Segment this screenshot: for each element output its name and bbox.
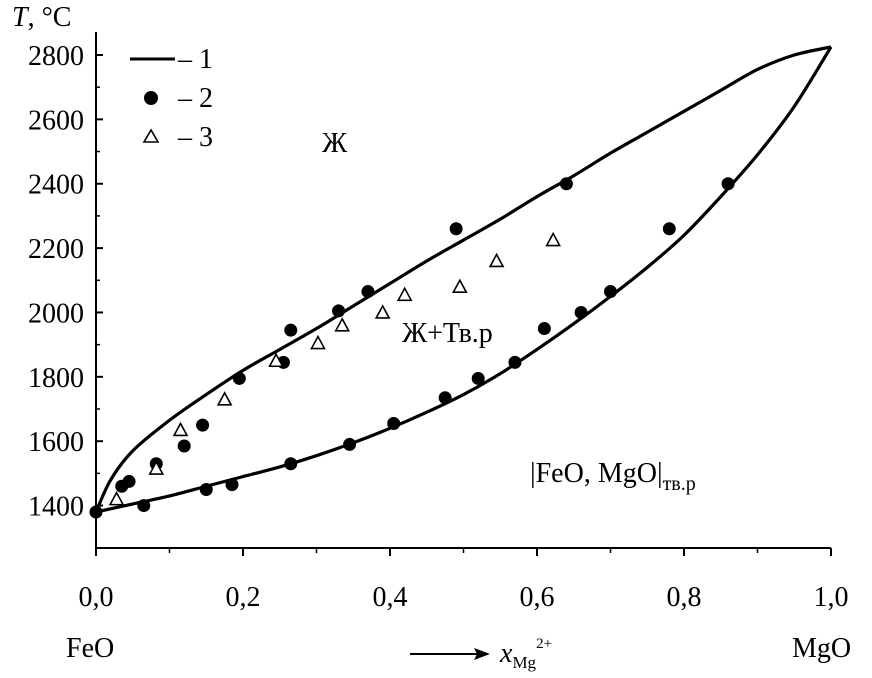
legend-label-3: – 3 <box>177 122 213 153</box>
y-axis-title: T, °C <box>12 2 71 33</box>
data-point-circle <box>387 416 401 430</box>
data-point-circle <box>574 305 588 319</box>
svg-text:xMg2+: xMg2+ <box>499 636 552 672</box>
x-ticks: 0,0 0,2 0,4 0,6 0,8 1,0 <box>79 548 849 613</box>
data-point-circle <box>177 439 191 453</box>
legend-circle-marker <box>144 91 158 105</box>
data-point-circle <box>343 437 357 451</box>
data-point-triangle <box>268 352 284 368</box>
data-point-circle <box>471 371 485 385</box>
data-point-circle <box>559 177 573 191</box>
legend: – 1 – 2 – 3 <box>130 44 213 153</box>
solid-solution-region-label: |FeO, MgO|тв.р <box>530 458 696 495</box>
data-point-circle <box>137 499 151 513</box>
arrow-head-icon <box>474 648 490 660</box>
x-tick-label: 0,6 <box>520 582 555 613</box>
data-point-triangle <box>488 252 505 268</box>
phase-curves <box>94 45 833 514</box>
data-point-circle <box>721 177 735 191</box>
data-point-circle <box>232 371 246 385</box>
data-point-circle <box>332 304 346 318</box>
y-ticks: 1400 1600 1800 2000 2200 2400 2600 2800 <box>28 41 103 523</box>
data-point-circle <box>284 457 298 471</box>
data-point-triangle <box>545 231 562 247</box>
x-tick-label: 0,8 <box>667 582 702 613</box>
x-tick-label: 0,4 <box>373 582 408 613</box>
data-point-circle <box>196 418 210 432</box>
data-point-circle <box>662 222 676 236</box>
data-point-circle <box>508 355 522 369</box>
data-point-circle <box>449 222 463 236</box>
data-point-triangle <box>374 304 391 319</box>
feo-end-label: FeO <box>66 633 114 664</box>
x-tick-label: 0,2 <box>226 582 261 613</box>
data-point-triangle <box>148 460 165 475</box>
data-point-circle <box>122 474 136 488</box>
data-point-triangle <box>216 391 233 406</box>
y-tick-label: 2000 <box>28 298 84 329</box>
legend-label-2: – 2 <box>177 83 213 114</box>
data-point-circle <box>604 285 617 299</box>
data-point-circle <box>537 322 551 336</box>
x-axis-title: xMg2+ <box>410 636 552 672</box>
liquidus-curve <box>94 45 832 513</box>
y-tick-label: 2800 <box>28 41 84 72</box>
y-tick-label: 1800 <box>28 363 84 394</box>
solidus-curve <box>95 46 833 514</box>
mgo-end-label: MgO <box>792 633 851 664</box>
data-point-circle <box>284 323 298 337</box>
data-point-triangle <box>396 286 413 302</box>
data-point-circle <box>199 482 213 496</box>
y-tick-label: 2600 <box>28 105 84 136</box>
x-tick-label: 1,0 <box>814 582 849 613</box>
data-points <box>89 177 735 519</box>
legend-triangle-marker <box>142 128 160 143</box>
liquid-region-label: Ж <box>322 128 348 159</box>
data-point-circle <box>438 391 452 405</box>
x-tick-label: 0,0 <box>79 582 114 613</box>
legend-label-1: – 1 <box>177 44 213 75</box>
y-tick-label: 1400 <box>28 492 84 523</box>
data-point-circle <box>225 478 239 492</box>
two-phase-region-label: Ж+Тв.р <box>402 318 493 349</box>
data-point-circle <box>89 505 103 519</box>
y-tick-label: 1600 <box>28 427 84 458</box>
y-tick-label: 2200 <box>28 234 84 265</box>
data-point-triangle <box>172 421 189 437</box>
data-point-circle <box>361 285 375 299</box>
data-point-triangle <box>451 278 468 294</box>
data-point-triangle <box>108 490 125 506</box>
data-point-triangle <box>334 317 351 332</box>
y-tick-label: 2400 <box>28 170 84 201</box>
data-point-triangle <box>310 334 326 350</box>
